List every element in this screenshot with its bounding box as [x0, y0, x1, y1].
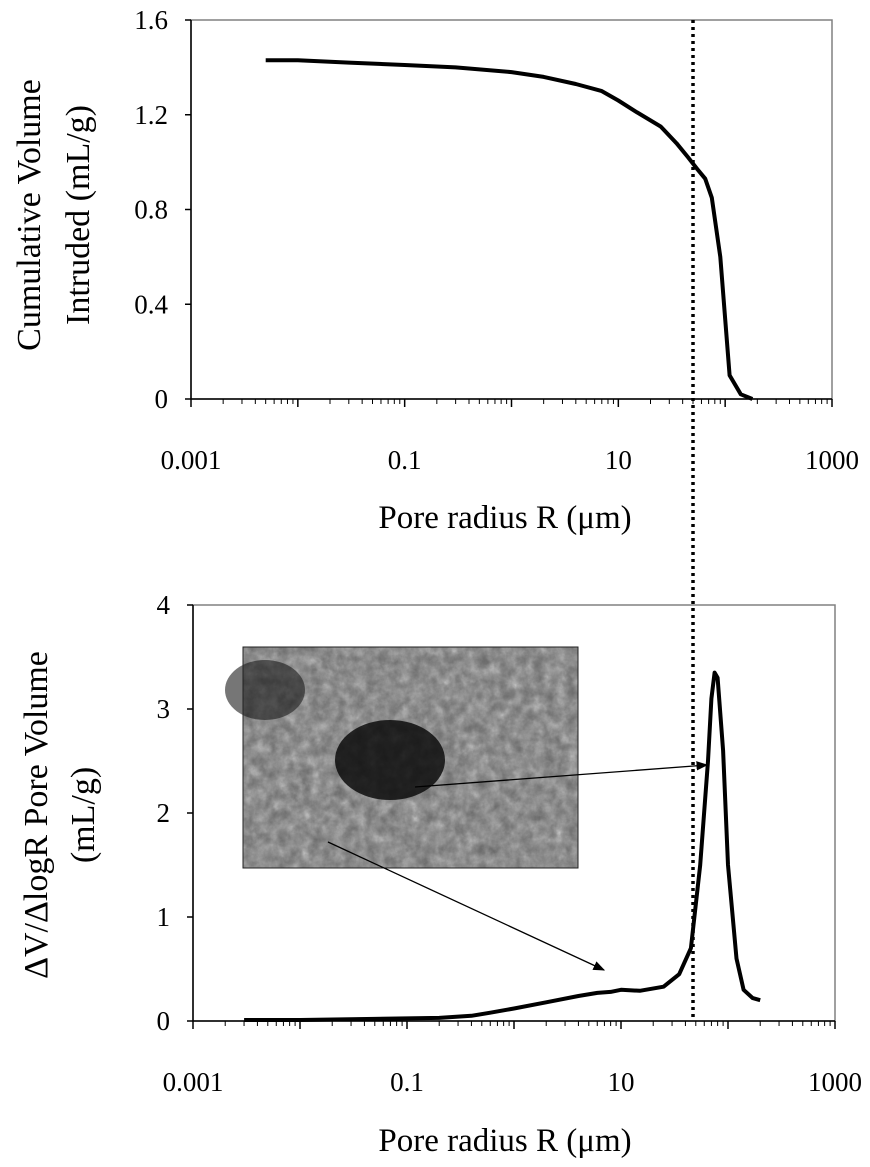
- x-tick-label: 1000: [808, 1067, 862, 1097]
- inset-arrow-large-pore: [414, 761, 709, 788]
- x-tick-label: 0.001: [161, 445, 222, 475]
- x-tick-label: 0.001: [163, 1067, 224, 1097]
- sem-inset-image: [225, 646, 579, 869]
- top-y-axis-title-line2: Intruded (mL/g): [60, 105, 97, 325]
- y-tick-label: 1.6: [134, 5, 168, 35]
- y-tick-label: 1.2: [134, 100, 168, 130]
- y-tick-label: 1: [157, 902, 171, 932]
- top-x-axis-title: Pore radius R (μm): [378, 500, 631, 536]
- y-tick-label: 0.8: [134, 195, 168, 225]
- top-plot-frame: [190, 19, 833, 400]
- bottom-y-axis-title-line1: ΔV/ΔlogR Pore Volume: [18, 651, 55, 979]
- top-series-line: [265, 58, 754, 401]
- x-tick-label: 0.1: [390, 1067, 424, 1097]
- x-tick-label: 1000: [805, 445, 859, 475]
- y-tick-label: 0: [155, 384, 169, 414]
- top-chart: 0 0.4 0.8 1.2 1.6 0.001 0.1 10 1000 Pore radius…: [11, 5, 859, 536]
- x-tick-label: 10: [605, 445, 632, 475]
- y-tick-label: 0: [157, 1006, 171, 1036]
- y-tick-label: 0.4: [134, 289, 168, 319]
- y-tick-label: 3: [157, 694, 171, 724]
- bottom-y-axis-title-line2: (mL/g): [65, 767, 102, 863]
- inset-arrow-small-pore: [327, 841, 606, 971]
- y-tick-label: 4: [157, 590, 171, 620]
- bottom-x-axis-title: Pore radius R (μm): [378, 1123, 631, 1159]
- x-tick-label: 0.1: [388, 445, 422, 475]
- bottom-series-line: [244, 670, 761, 1022]
- y-tick-label: 2: [157, 798, 171, 828]
- x-tick-label: 10: [608, 1067, 635, 1097]
- top-y-axis-title-line1: Cumulative Volume: [11, 79, 48, 351]
